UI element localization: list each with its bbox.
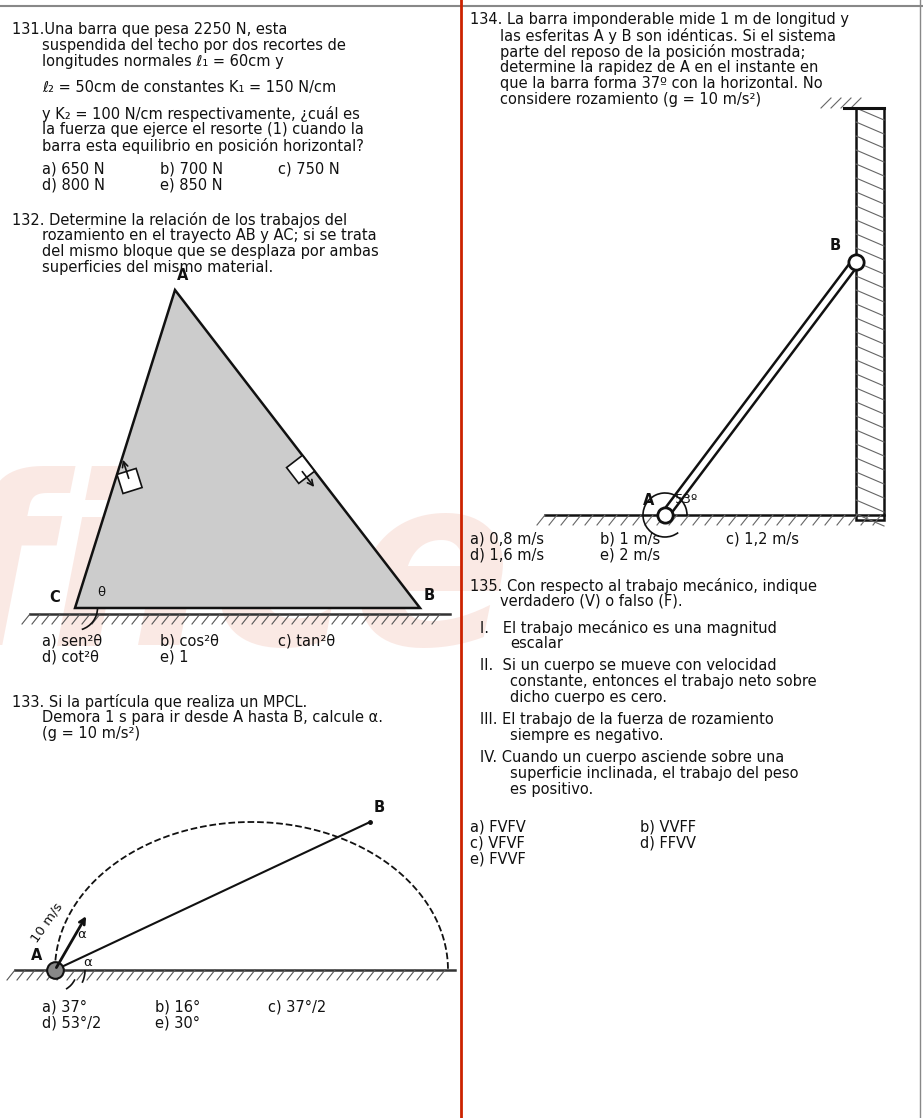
Text: A: A	[31, 948, 42, 963]
Text: ℓ₂ = 50cm de constantes K₁ = 150 N/cm: ℓ₂ = 50cm de constantes K₁ = 150 N/cm	[42, 80, 336, 95]
Text: θ: θ	[97, 586, 105, 599]
Text: α: α	[77, 928, 86, 941]
Text: suspendida del techo por dos recortes de: suspendida del techo por dos recortes de	[42, 38, 346, 53]
Text: e) 1: e) 1	[160, 650, 188, 665]
Text: que la barra forma 37º con la horizontal. No: que la barra forma 37º con la horizontal…	[500, 76, 822, 91]
Text: A: A	[643, 493, 654, 508]
Text: considere rozamiento (g = 10 m/s²): considere rozamiento (g = 10 m/s²)	[500, 92, 761, 107]
Text: las esferitas A y B son idénticas. Si el sistema: las esferitas A y B son idénticas. Si el…	[500, 28, 836, 44]
Text: e) 2 m/s: e) 2 m/s	[600, 548, 660, 563]
Text: rozamiento en el trayecto AB y AC; si se trata: rozamiento en el trayecto AB y AC; si se…	[42, 228, 377, 243]
Text: longitudes normales ℓ₁ = 60cm y: longitudes normales ℓ₁ = 60cm y	[42, 54, 283, 69]
Text: 132. Determine la relación de los trabajos del: 132. Determine la relación de los trabaj…	[12, 212, 347, 228]
Text: 53º: 53º	[675, 493, 699, 506]
Text: d) 800 N: d) 800 N	[42, 178, 105, 193]
Text: superficies del mismo material.: superficies del mismo material.	[42, 260, 273, 275]
Text: a) 0,8 m/s: a) 0,8 m/s	[470, 532, 544, 547]
Text: d) FFVV: d) FFVV	[640, 836, 696, 851]
Text: determine la rapidez de A en el instante en: determine la rapidez de A en el instante…	[500, 60, 819, 75]
Text: C: C	[49, 590, 60, 605]
Text: III. El trabajo de la fuerza de rozamiento: III. El trabajo de la fuerza de rozamien…	[480, 712, 773, 727]
Text: B: B	[830, 237, 841, 253]
Text: A: A	[177, 268, 188, 283]
Text: d) 1,6 m/s: d) 1,6 m/s	[470, 548, 545, 563]
Text: siempre es negativo.: siempre es negativo.	[510, 728, 664, 743]
Polygon shape	[117, 468, 142, 493]
Text: d) 53°/2: d) 53°/2	[42, 1016, 102, 1031]
Text: 134. La barra imponderable mide 1 m de longitud y: 134. La barra imponderable mide 1 m de l…	[470, 12, 849, 27]
Polygon shape	[75, 290, 420, 608]
Text: Demora 1 s para ir desde A hasta B, calcule α.: Demora 1 s para ir desde A hasta B, calc…	[42, 710, 383, 724]
Text: es positivo.: es positivo.	[510, 781, 593, 797]
Text: verdadero (V) o falso (F).: verdadero (V) o falso (F).	[500, 594, 683, 609]
Text: constante, entonces el trabajo neto sobre: constante, entonces el trabajo neto sobr…	[510, 674, 817, 689]
Text: b) 700 N: b) 700 N	[160, 162, 223, 177]
Text: b) VVFF: b) VVFF	[640, 819, 696, 835]
Bar	[856, 108, 884, 520]
Text: la fuerza que ejerce el resorte (1) cuando la: la fuerza que ejerce el resorte (1) cuan…	[42, 122, 364, 138]
Text: y K₂ = 100 N/cm respectivamente, ¿cuál es: y K₂ = 100 N/cm respectivamente, ¿cuál e…	[42, 106, 360, 122]
Text: b) cos²θ: b) cos²θ	[160, 634, 219, 650]
Text: parte del reposo de la posición mostrada;: parte del reposo de la posición mostrada…	[500, 44, 806, 60]
Text: e) 850 N: e) 850 N	[160, 178, 222, 193]
Text: c) 1,2 m/s: c) 1,2 m/s	[726, 532, 799, 547]
Text: a) FVFV: a) FVFV	[470, 819, 526, 835]
Text: 131.Una barra que pesa 2250 N, esta: 131.Una barra que pesa 2250 N, esta	[12, 22, 287, 37]
Text: a) 650 N: a) 650 N	[42, 162, 104, 177]
Text: a) sen²θ: a) sen²θ	[42, 634, 102, 650]
Text: B: B	[424, 588, 435, 603]
Text: c) 750 N: c) 750 N	[278, 162, 340, 177]
Polygon shape	[286, 455, 315, 483]
Text: B: B	[374, 800, 385, 815]
Text: e) FVVF: e) FVVF	[470, 852, 526, 866]
Text: α: α	[83, 956, 91, 969]
Text: escalar: escalar	[510, 636, 563, 651]
Text: 133. Si la partícula que realiza un MPCL.: 133. Si la partícula que realiza un MPCL…	[12, 694, 307, 710]
Text: c) tan²θ: c) tan²θ	[278, 634, 335, 650]
Text: 10 m/s: 10 m/s	[29, 901, 66, 945]
Text: c) VFVF: c) VFVF	[470, 836, 525, 851]
Text: b) 1 m/s: b) 1 m/s	[600, 532, 660, 547]
Text: a) 37°: a) 37°	[42, 999, 87, 1015]
Text: d) cot²θ: d) cot²θ	[42, 650, 99, 665]
Text: filce: filce	[0, 466, 512, 694]
Text: del mismo bloque que se desplaza por ambas: del mismo bloque que se desplaza por amb…	[42, 244, 378, 259]
Text: e) 30°: e) 30°	[155, 1016, 200, 1031]
Text: 135. Con respecto al trabajo mecánico, indique: 135. Con respecto al trabajo mecánico, i…	[470, 578, 817, 594]
Text: barra esta equilibrio en posición horizontal?: barra esta equilibrio en posición horizo…	[42, 138, 364, 154]
Text: c) 37°/2: c) 37°/2	[268, 999, 326, 1015]
Text: IV. Cuando un cuerpo asciende sobre una: IV. Cuando un cuerpo asciende sobre una	[480, 750, 785, 765]
Text: (g = 10 m/s²): (g = 10 m/s²)	[42, 726, 140, 741]
Text: superficie inclinada, el trabajo del peso: superficie inclinada, el trabajo del pes…	[510, 766, 798, 781]
Text: I.   El trabajo mecánico es una magnitud: I. El trabajo mecánico es una magnitud	[480, 620, 777, 636]
Text: b) 16°: b) 16°	[155, 999, 200, 1015]
Text: II.  Si un cuerpo se mueve con velocidad: II. Si un cuerpo se mueve con velocidad	[480, 659, 776, 673]
Text: dicho cuerpo es cero.: dicho cuerpo es cero.	[510, 690, 667, 705]
